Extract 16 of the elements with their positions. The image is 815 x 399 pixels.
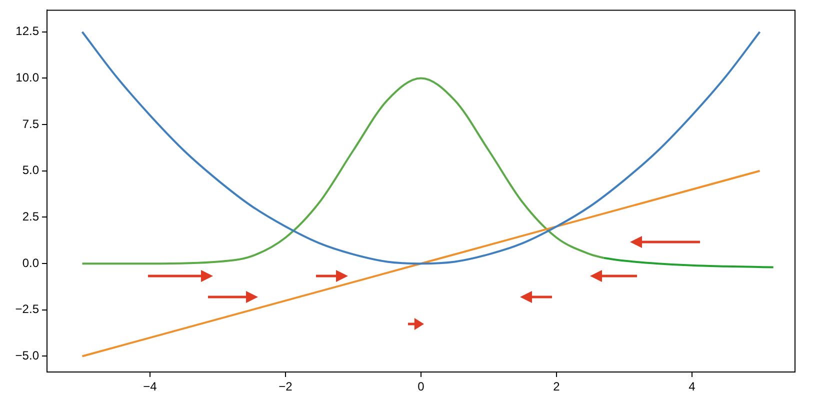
line-series <box>602 257 774 268</box>
x-tick-label: 4 <box>688 380 696 394</box>
y-tick-label: −2.5 <box>15 302 40 316</box>
y-tick-label: 5.0 <box>22 163 40 178</box>
y-tick-label: 0.0 <box>22 256 40 270</box>
line-series <box>81 77 605 265</box>
x-tick-label: −2 <box>278 380 293 394</box>
x-tick-label: 0 <box>418 380 425 394</box>
line-series <box>81 30 761 265</box>
y-tick-label: 2.5 <box>22 210 40 224</box>
y-tick-label: 7.5 <box>22 116 40 131</box>
y-tick-label: −5.0 <box>15 348 40 363</box>
x-tick-label: 2 <box>553 380 560 394</box>
y-tick-label: 12.5 <box>16 24 40 38</box>
x-tick-label: −4 <box>143 380 158 394</box>
y-tick-label: 10.0 <box>16 70 40 85</box>
